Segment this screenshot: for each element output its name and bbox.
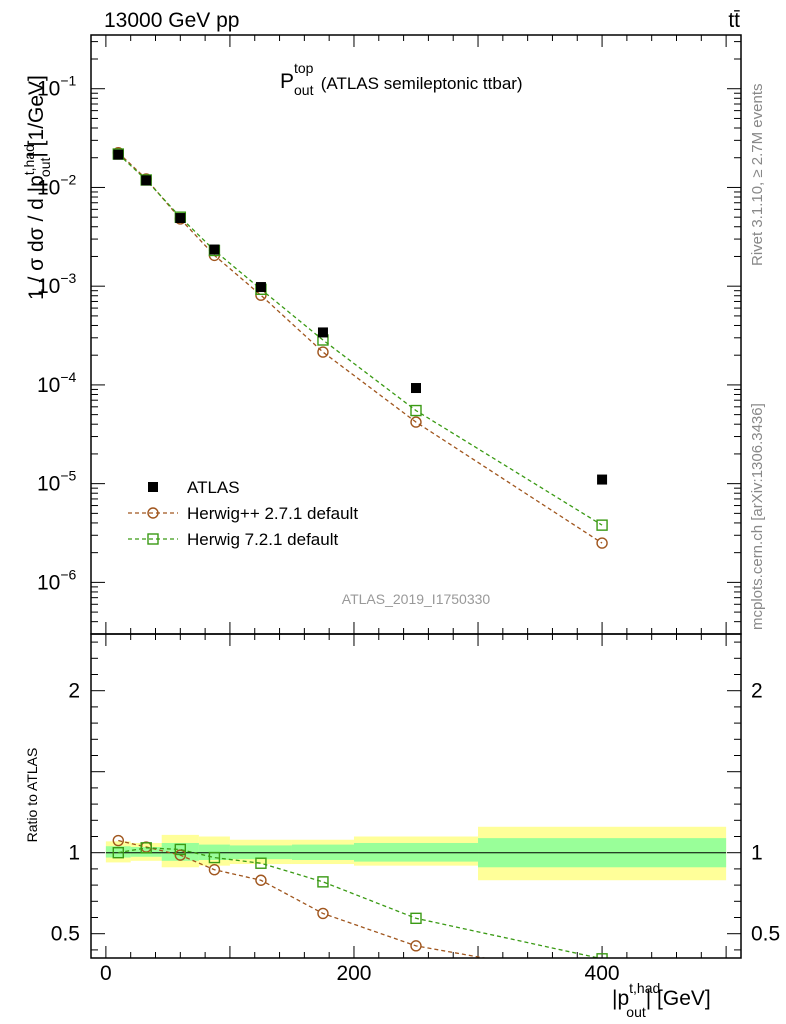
herwig7-point-7 xyxy=(596,519,608,531)
ratio-ytick-left-1: 1 xyxy=(68,842,80,865)
main-ytick-label-5: 10−1 xyxy=(37,73,77,101)
legend-marker-herwig7 xyxy=(147,533,159,545)
atlas-point-5 xyxy=(317,327,328,338)
ratio-ytick-left-2: 2 xyxy=(68,680,80,703)
beam-label: 13000 GeV pp xyxy=(104,9,239,32)
xtick-label-1: 200 xyxy=(336,962,371,985)
ratio-herwig7-point-4 xyxy=(255,857,267,869)
ratio-ytick-right-1: 1 xyxy=(751,842,763,865)
main-ytick-label-2: 10−4 xyxy=(37,369,77,397)
xtick-label-0: 0 xyxy=(100,962,112,985)
ratio-series-1 xyxy=(112,842,608,958)
chart-title-rest: (ATLAS semileptonic ttbar) xyxy=(316,74,523,93)
rivet-label: Rivet 3.1.10, ≥ 2.7M events xyxy=(749,84,766,267)
legend-label-2: Herwig 7.2.1 default xyxy=(187,530,338,549)
main-series-2 xyxy=(112,148,608,531)
ratio-herwig7-point-0 xyxy=(112,847,124,859)
ratio-herwig7-point-2 xyxy=(174,843,187,856)
legend: ATLAS Herwig++ 2.7.1 default Herwig 7.2.1 … xyxy=(128,478,358,549)
ratio-herwig7-point-5 xyxy=(317,876,329,888)
process-label: tt̄ xyxy=(728,9,740,32)
ratio-ticks: 0.5 0.5 1 1 2 2 0 200 400 xyxy=(51,634,780,985)
main-ylabel: 1 / σ dσ / d |pt,hadout| [1/GeV] xyxy=(21,75,53,300)
ratio-ytick-left-0: 0.5 xyxy=(51,923,80,946)
legend-marker-herwigpp xyxy=(147,507,159,519)
ratio-herwig7-point-6 xyxy=(410,912,422,925)
stat-band-0 xyxy=(105,846,131,858)
ratio-herwigpp-point-6 xyxy=(410,940,422,952)
atlas-point-4 xyxy=(255,282,266,293)
main-plot-area: 10−6 10−5 10−4 10−3 10−2 10−1 xyxy=(37,34,742,635)
ratio-herwigpp-point-5 xyxy=(317,907,329,920)
mcplots-label: mcplots.cern.ch [arXiv:1306.3436] xyxy=(749,403,766,630)
atlas-point-1 xyxy=(141,175,152,186)
ratio-frame xyxy=(90,633,742,959)
main-line-1 xyxy=(117,152,603,544)
stat-band-2 xyxy=(161,842,199,861)
atlas-point-3 xyxy=(209,244,220,255)
ratio-line-1 xyxy=(118,847,602,958)
chart-title: Pout xyxy=(280,70,314,98)
ratio-herwig7-point-7 xyxy=(596,953,608,958)
legend-label-1: Herwig++ 2.7.1 default xyxy=(187,504,358,523)
main-ytick-label-0: 10−6 xyxy=(37,566,77,594)
herwig7-point-6 xyxy=(410,404,422,417)
main-ytick-label-1: 10−5 xyxy=(37,468,77,496)
atlas-point-0 xyxy=(113,149,124,160)
legend-entry-0: ATLAS xyxy=(148,478,240,497)
atlas-point-6 xyxy=(411,383,421,394)
chart-title-sup: top xyxy=(294,60,314,76)
ratio-xlabel: |pt,had out| [GeV] xyxy=(612,980,711,1020)
atlas-point-7 xyxy=(597,474,608,485)
main-ticks: 10−6 10−5 10−4 10−3 10−2 10−1 xyxy=(37,35,741,635)
ratio-herwig7-point-3 xyxy=(208,851,221,864)
legend-marker-atlas xyxy=(148,482,158,492)
legend-entry-1: Herwig++ 2.7.1 default xyxy=(128,504,358,523)
ratio-herwigpp-point-0 xyxy=(112,834,124,847)
herwigpp-point-7 xyxy=(596,537,608,549)
main-ytick-label-4: 10−2 xyxy=(37,171,77,199)
legend-entry-2: Herwig 7.2.1 default xyxy=(128,530,338,549)
ratio-ytick-right-0: 0.5 xyxy=(751,923,780,946)
main-line-2 xyxy=(117,153,603,526)
main-series-0 xyxy=(113,149,608,485)
ratio-bands xyxy=(105,826,727,881)
atlas-point-2 xyxy=(175,213,186,224)
ratio-ylabel: Ratio to ATLAS xyxy=(24,748,40,843)
herwigpp-point-5 xyxy=(317,346,329,358)
ratio-herwig7-point-1 xyxy=(140,842,152,854)
ratio-herwigpp-point-3 xyxy=(208,864,221,876)
ratio-ytick-right-2: 2 xyxy=(751,680,763,703)
legend-label-0: ATLAS xyxy=(187,478,240,497)
xtick-label-2: 400 xyxy=(585,962,620,985)
herwigpp-point-6 xyxy=(410,416,422,428)
main-ytick-label-3: 10−3 xyxy=(37,270,77,298)
analysis-watermark: ATLAS_2019_I1750330 xyxy=(342,591,491,607)
ratio-plot-area: 0.5 0.5 1 1 2 2 0 200 400 xyxy=(51,633,780,985)
ratio-herwigpp-point-4 xyxy=(255,874,267,886)
